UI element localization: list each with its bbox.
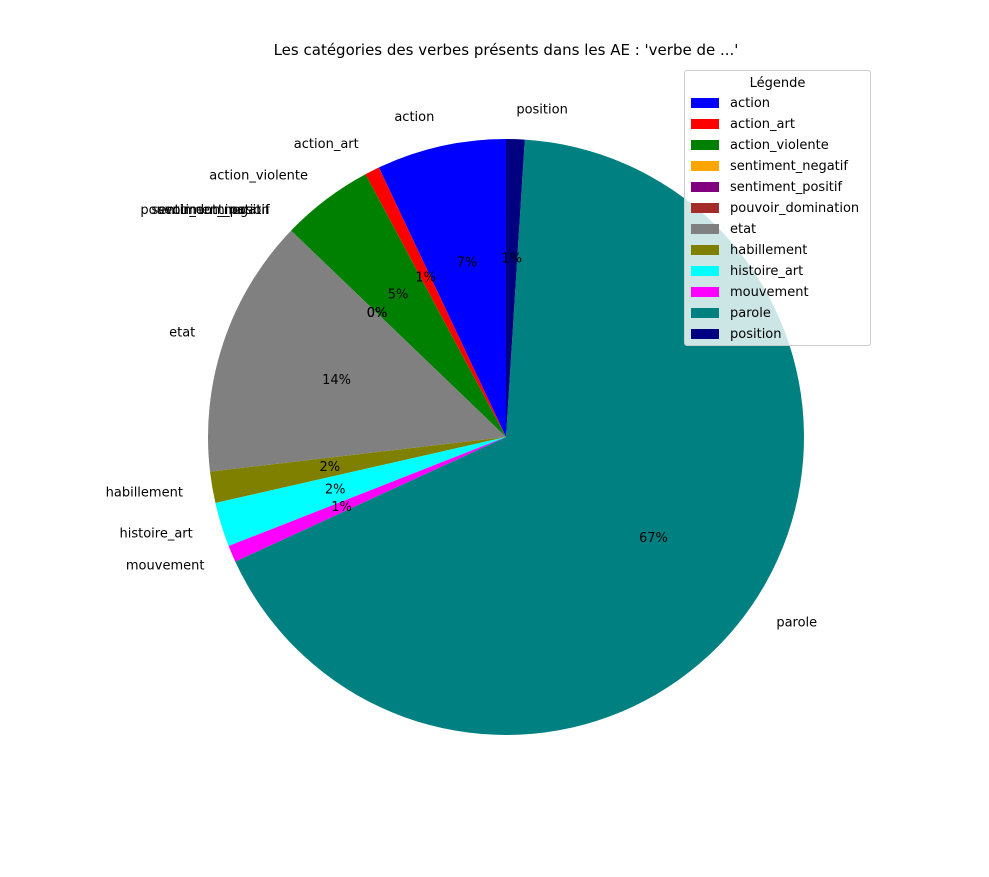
legend-label: sentiment_negatif <box>730 159 848 174</box>
legend-item-action-art: action_art <box>691 115 795 135</box>
legend-swatch <box>691 223 719 234</box>
pct-label-action: 7% <box>457 256 478 271</box>
pct-label-histoire-art: 2% <box>325 483 346 498</box>
slice-habillement <box>210 437 506 504</box>
legend-item-histoire-art: histoire_art <box>691 262 803 282</box>
legend-swatch <box>691 97 719 108</box>
pct-label-sentiment-positif: 0% <box>367 306 388 321</box>
slice-label-action: action <box>394 110 434 125</box>
legend-title: Légende <box>749 76 806 91</box>
pct-label-pouvoir-domination: 0% <box>367 306 388 321</box>
legend-swatch <box>691 265 719 276</box>
legend-label: sentiment_positif <box>730 180 843 195</box>
legend-swatch <box>691 181 719 192</box>
legend-label: mouvement <box>730 285 809 300</box>
slice-label-position: position <box>516 102 568 117</box>
legend-swatch <box>691 118 719 129</box>
pie-labels: action 7% action_art 1% action_violente 5% sen… <box>106 102 818 630</box>
legend-item-sentiment-positif: sentiment_positif <box>691 178 842 198</box>
pct-label-action-art: 1% <box>415 270 436 285</box>
legend-label: histoire_art <box>730 264 804 279</box>
legend-label: position <box>730 327 782 342</box>
pct-label-sentiment-negatif: 0% <box>367 306 388 321</box>
legend-swatch <box>691 244 719 255</box>
slice-mouvement <box>228 437 506 562</box>
slice-label-parole: parole <box>776 615 817 630</box>
legend-item-mouvement: mouvement <box>691 283 809 303</box>
legend-item-action-violente: action_violente <box>691 136 829 156</box>
slice-label-sentiment-positif: sentiment_positif <box>157 203 270 218</box>
slice-action-violente <box>291 174 506 438</box>
legend-item-etat: etat <box>691 220 756 240</box>
legend-item-habillement: habillement <box>691 241 807 261</box>
slice-label-mouvement: mouvement <box>126 559 205 574</box>
legend-label: action_art <box>730 117 795 132</box>
slice-label-etat: etat <box>169 326 195 341</box>
legend-swatch <box>691 160 719 171</box>
slice-position <box>506 139 525 437</box>
legend-item-action: action <box>691 94 770 114</box>
legend-item-pouvoir-domination: pouvoir_domination <box>691 199 859 219</box>
legend-label: etat <box>730 222 757 237</box>
slice-label-pouvoir-domination: pouvoir_domination <box>140 203 269 218</box>
slice-label-histoire-art: histoire_art <box>119 527 192 542</box>
legend-item-sentiment-negatif: sentiment_negatif <box>691 157 848 177</box>
pct-label-parole: 67% <box>639 531 668 546</box>
pie-slices <box>207 139 804 736</box>
legend-swatch <box>691 202 719 213</box>
slice-action <box>378 139 506 437</box>
legend-swatch <box>691 328 719 339</box>
pct-label-habillement: 2% <box>319 460 340 475</box>
pct-label-position: 1% <box>501 251 522 266</box>
chart-title: Les catégories des verbes présents dans … <box>274 41 739 59</box>
legend-label: action_violente <box>730 138 829 153</box>
slice-parole <box>235 139 804 736</box>
legend-label: action <box>730 96 771 111</box>
legend-label: parole <box>730 306 771 321</box>
legend-item-position: position <box>691 325 782 345</box>
slice-label-habillement: habillement <box>106 485 183 500</box>
legend-swatch <box>691 307 719 318</box>
pct-label-etat: 14% <box>322 373 351 388</box>
slice-label-sentiment-negatif: sentiment_negatif <box>152 203 270 218</box>
legend-swatch <box>691 139 719 150</box>
pct-label-mouvement: 1% <box>331 500 352 515</box>
pct-label-action-violente: 5% <box>388 287 409 302</box>
legend-swatch <box>691 286 719 297</box>
legend-label: pouvoir_domination <box>730 201 860 216</box>
legend-label: habillement <box>730 243 808 258</box>
slice-label-action-violente: action_violente <box>209 169 308 184</box>
slice-label-action-art: action_art <box>294 137 359 152</box>
slice-etat <box>207 230 506 472</box>
slice-histoire-art <box>215 437 506 547</box>
slice-action-art <box>365 167 506 437</box>
legend-item-parole: parole <box>691 304 771 324</box>
